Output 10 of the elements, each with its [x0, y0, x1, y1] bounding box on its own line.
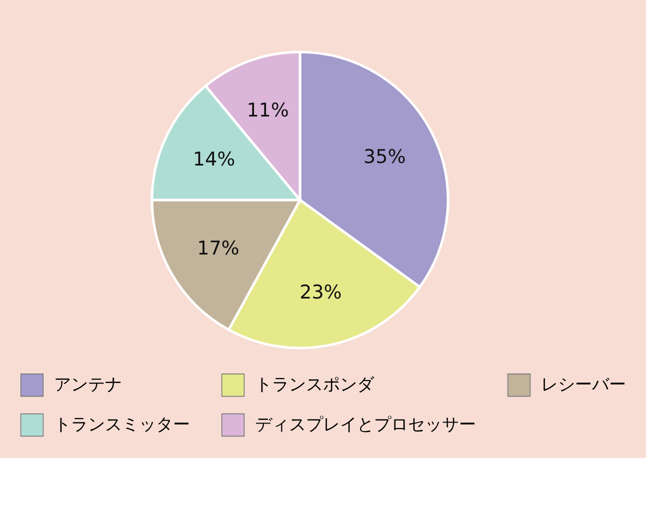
legend-label: ディスプレイとプロセッサー: [255, 415, 476, 435]
data-label: 14%: [192, 148, 236, 171]
data-label: 11%: [246, 100, 289, 122]
legend-label: レシーバー: [541, 375, 626, 396]
data-label: 35%: [364, 146, 406, 168]
data-label: 17%: [197, 237, 240, 260]
data-label: 23%: [300, 282, 342, 304]
legend-label: アンテナ: [54, 375, 122, 396]
legend-label: トランスミッター: [54, 415, 190, 435]
legend-label: トランスポンダ: [255, 375, 375, 396]
